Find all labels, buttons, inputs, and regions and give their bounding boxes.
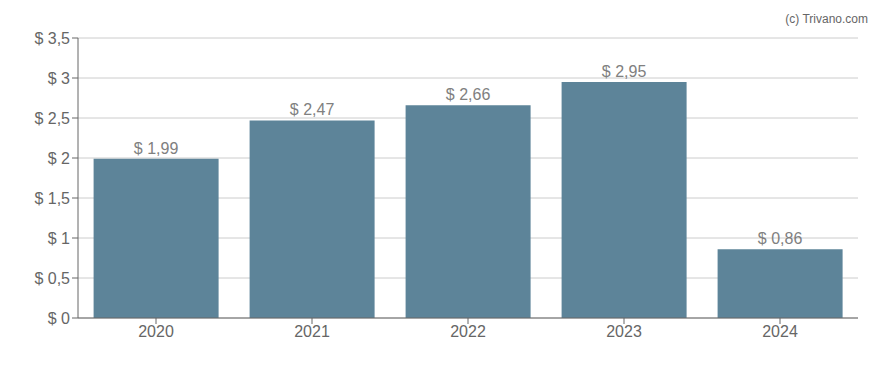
svg-text:$ 0,5: $ 0,5 <box>34 270 70 287</box>
svg-text:$ 3: $ 3 <box>48 70 70 87</box>
svg-text:$ 1,99: $ 1,99 <box>134 140 179 157</box>
svg-text:2024: 2024 <box>762 323 798 340</box>
svg-text:$ 0,86: $ 0,86 <box>758 230 803 247</box>
svg-text:2023: 2023 <box>606 323 642 340</box>
svg-text:$ 2,5: $ 2,5 <box>34 110 70 127</box>
svg-text:$ 2: $ 2 <box>48 150 70 167</box>
svg-text:2021: 2021 <box>294 323 330 340</box>
svg-text:$ 2,47: $ 2,47 <box>290 101 335 118</box>
svg-text:$ 1: $ 1 <box>48 230 70 247</box>
svg-text:2022: 2022 <box>450 323 486 340</box>
svg-text:$ 3,5: $ 3,5 <box>34 30 70 47</box>
svg-text:$ 2,95: $ 2,95 <box>602 63 647 80</box>
svg-text:$ 1,5: $ 1,5 <box>34 190 70 207</box>
html-text:(c) Trivano.com: (c) Trivano.com <box>785 12 868 26</box>
svg-text:$ 0: $ 0 <box>48 310 70 327</box>
svg-text:$ 2,66: $ 2,66 <box>446 86 491 103</box>
svg-text:2020: 2020 <box>138 323 174 340</box>
